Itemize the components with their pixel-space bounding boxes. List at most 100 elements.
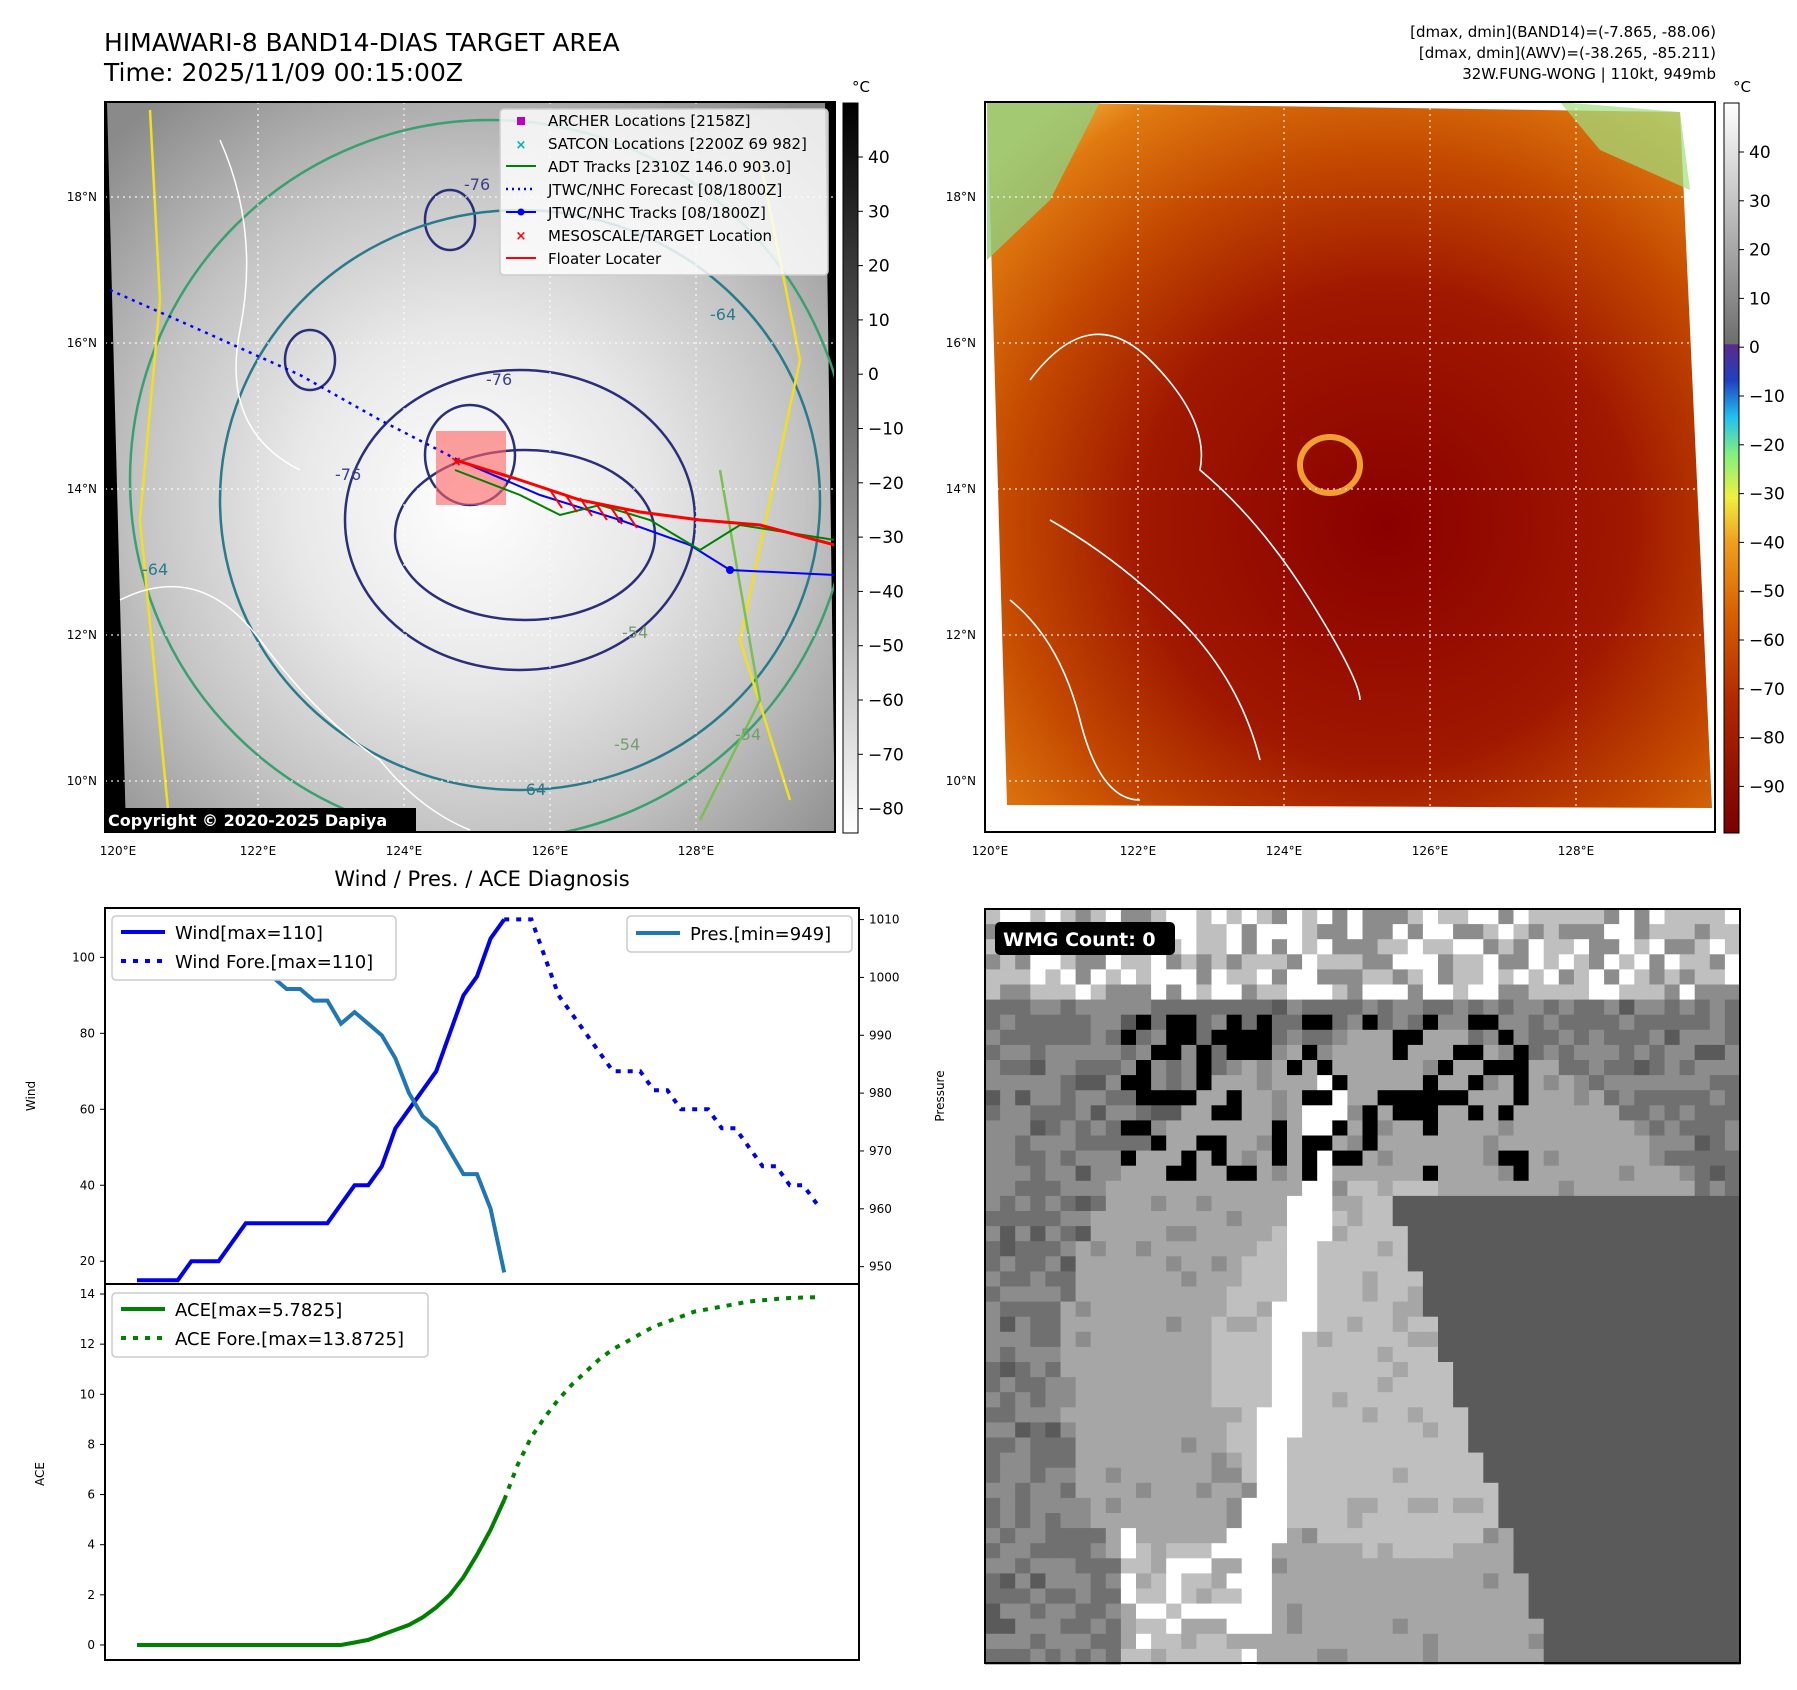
wmg-cell [1015,1618,1031,1635]
wmg-cell [1332,1044,1348,1061]
wmg-cell [1075,1392,1092,1408]
wmg-cell [1211,1588,1228,1605]
wmg-cell [1453,1407,1469,1423]
wmg-cell [1619,999,1635,1016]
wmg-cell [1694,1316,1711,1333]
wmg-cell [1030,1120,1046,1136]
wmg-cell [1679,984,1696,1001]
wmg-cell [1377,1211,1394,1227]
wmg-cell [1317,1286,1333,1303]
wmg-cell [1347,1165,1363,1182]
wmg-cell [1271,1075,1288,1091]
wmg-cell [1362,1226,1379,1242]
wmg-cell [1709,1256,1726,1272]
wmg-cell [1694,1029,1711,1046]
wmg-cell [1196,1195,1212,1212]
wmg-cell [985,1633,1001,1650]
wmg-cell [1090,1603,1107,1620]
wmg-cell [1634,1558,1650,1574]
wmg-cell [1075,984,1092,1001]
wmg-cell [1287,984,1303,1001]
wmg-cell [1619,1316,1635,1333]
wmg-cell [1634,1075,1650,1091]
wmg-cell [1634,1105,1650,1121]
wmg-cell [1151,1618,1167,1635]
wmg-cell [1453,1316,1469,1333]
wmg-cell [1573,1060,1590,1076]
wmg-cell [985,1029,1001,1046]
wmg-cell [1000,1331,1016,1348]
wmg-cell [1679,1648,1696,1665]
contour-label: -76 [464,175,490,194]
wmg-cell [1709,1633,1726,1650]
wmg-cell [1196,1392,1212,1408]
wmg-cell [1030,909,1046,925]
wmg-cell [1498,1422,1514,1438]
wmg-cell [1573,1105,1590,1121]
wmg-cell [1483,1241,1499,1257]
wmg-cell [1105,1044,1122,1061]
wmg-cell [1211,1044,1228,1061]
wmg-cell [1226,1513,1243,1529]
wmg-cell [985,1528,1001,1544]
wmg-cell [1513,909,1530,925]
wmg-cell [1573,1150,1590,1167]
wmg-cell [1694,1286,1711,1303]
wmg-cell [1151,1286,1167,1303]
wmg-cell [1226,1150,1243,1167]
wmg-cell [1543,1437,1560,1454]
wmg-cell [1045,1392,1061,1408]
wmg-cell [1120,1331,1137,1348]
wmg-cell [1573,1014,1590,1031]
wmg-cell [1136,1633,1152,1650]
wmg-cell [1332,1422,1348,1438]
wmg-cell [1619,1014,1635,1031]
wmg-cell [1724,1211,1741,1227]
wmg-cell [985,1301,1001,1318]
wmg-cell [1453,1150,1469,1167]
wmg-cell [1256,1392,1273,1408]
wmg-cell [1271,1044,1288,1061]
wmg-cell [1543,1407,1560,1423]
wmg-cell [1407,1618,1424,1635]
wmg-cell [1105,1603,1122,1620]
wmg-cell [1226,1573,1243,1589]
wmg-cell [1604,969,1620,985]
wmg-cell [1347,1211,1363,1227]
wmg-cell [1105,1135,1122,1152]
wmg-cell [1483,1558,1499,1574]
wmg-cell [1151,1301,1167,1318]
wmg-cell [1694,954,1711,970]
wmg-cell [1498,924,1514,940]
wmg-cell [1694,939,1711,955]
wmg-cell [1543,1256,1560,1272]
wmg-cell [1604,1528,1620,1544]
wmg-cell [1060,1105,1077,1121]
wmg-cell [1573,1029,1590,1046]
wmg-cell [1589,1316,1605,1333]
wmg-cell [1468,1286,1484,1303]
wmg-cell [1498,939,1514,955]
legend-label: JTWC/NHC Tracks [08/1800Z] [547,204,766,222]
wmg-cell [1619,1588,1635,1605]
wmg-cell [1604,1105,1620,1121]
wmg-cell [1181,1543,1197,1559]
wmg-cell [1181,1044,1197,1061]
wmg-cell [1271,1165,1288,1182]
wmg-cell [1347,1603,1363,1620]
wmg-cell [1619,969,1635,985]
wmg-cell [1136,954,1152,970]
wmg-cell [1317,1558,1333,1574]
wmg-cell [1271,939,1288,955]
wmg-cell [1407,1392,1424,1408]
wmg-cell [1468,999,1484,1016]
wmg-cell [1347,1029,1363,1046]
wmg-cell [1679,1090,1696,1106]
wmg-cell [1377,1528,1394,1544]
wmg-cell [1619,1120,1635,1136]
wmg-cell [1166,984,1182,1001]
wmg-cell [1377,1513,1394,1529]
wmg-cell [1181,909,1197,925]
wmg-cell [1392,1437,1409,1454]
wmg-cell [1211,1105,1228,1121]
